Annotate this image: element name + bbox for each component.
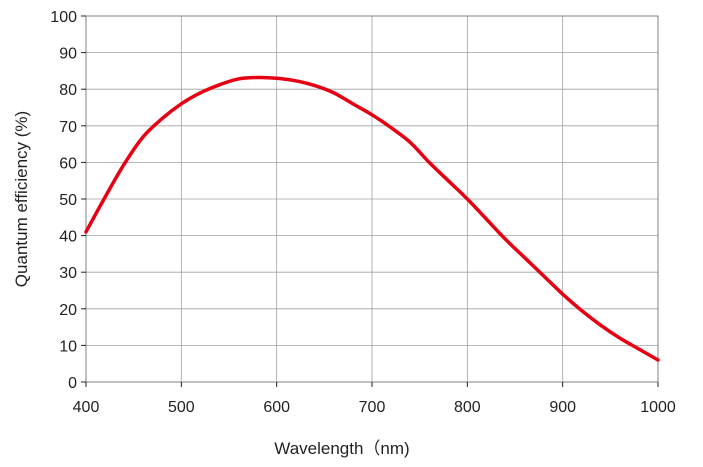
grid xyxy=(86,16,658,382)
series-line-quantum-efficiency xyxy=(84,75,660,362)
x-axis-ticks: 400 500 600 700 800 900 1000 xyxy=(73,382,676,416)
y-tick-label: 60 xyxy=(59,155,77,172)
y-tick-label: 40 xyxy=(59,229,77,246)
series-group xyxy=(84,75,660,362)
y-axis-label: Quantum efficiency (%) xyxy=(12,111,31,287)
x-tick-label: 800 xyxy=(454,399,481,416)
x-tick-label: 700 xyxy=(359,399,386,416)
y-tick-label: 90 xyxy=(59,46,77,63)
x-tick-label: 900 xyxy=(549,399,576,416)
x-tick-label: 400 xyxy=(73,399,100,416)
y-tick-label: 10 xyxy=(59,338,77,355)
y-tick-label: 50 xyxy=(59,192,77,209)
y-tick-label: 30 xyxy=(59,265,77,282)
y-tick-label: 0 xyxy=(68,375,77,392)
y-tick-label: 20 xyxy=(59,302,77,319)
y-tick-label: 100 xyxy=(50,9,77,26)
x-tick-label: 1000 xyxy=(640,399,676,416)
x-axis-label: Wavelength（nm) xyxy=(274,439,409,458)
y-tick-label: 70 xyxy=(59,119,77,136)
x-tick-label: 600 xyxy=(263,399,290,416)
y-tick-label: 80 xyxy=(59,82,77,99)
y-axis-ticks: 0 10 20 30 40 50 60 70 80 90 100 xyxy=(50,9,86,392)
x-tick-label: 500 xyxy=(168,399,195,416)
